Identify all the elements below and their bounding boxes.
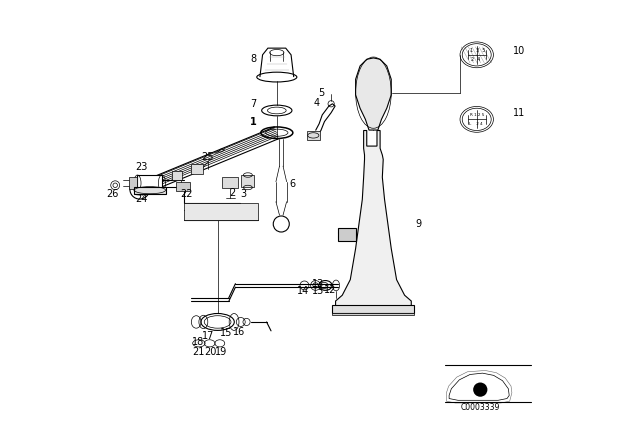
Text: 1: 1 (250, 116, 257, 127)
Text: 23: 23 (136, 162, 148, 172)
Text: 26: 26 (106, 189, 118, 199)
Text: 14: 14 (297, 286, 309, 296)
Bar (332, 306, 414, 313)
Bar (191, 164, 203, 173)
Text: 19: 19 (215, 347, 227, 357)
Text: 4: 4 (314, 98, 320, 108)
Text: R 1 2 5: R 1 2 5 (470, 113, 484, 117)
Bar (134, 187, 166, 194)
Text: 5: 5 (319, 88, 325, 98)
Text: 1  3  5: 1 3 5 (470, 48, 485, 53)
Bar (222, 177, 237, 188)
Text: L    2 4: L 2 4 (469, 122, 483, 126)
Text: 9: 9 (415, 219, 421, 229)
Polygon shape (184, 202, 258, 220)
Text: 20: 20 (204, 347, 217, 357)
Text: 10: 10 (513, 46, 525, 56)
Bar (338, 228, 356, 241)
Text: 7: 7 (250, 99, 257, 109)
Text: 18: 18 (192, 336, 204, 347)
Text: 8: 8 (250, 54, 256, 64)
Text: 2  4: 2 4 (471, 57, 481, 62)
Circle shape (473, 383, 488, 397)
Text: 6: 6 (289, 179, 295, 189)
Text: 21: 21 (193, 347, 205, 357)
Text: 17: 17 (202, 331, 214, 341)
Text: 25: 25 (201, 152, 214, 162)
Bar (332, 313, 414, 315)
Text: 12: 12 (324, 285, 336, 295)
Text: 24: 24 (136, 194, 148, 204)
Text: 11: 11 (513, 108, 525, 118)
Bar (129, 177, 138, 189)
Polygon shape (356, 58, 391, 130)
Polygon shape (449, 373, 509, 401)
Text: 22: 22 (180, 189, 193, 199)
Bar (176, 182, 191, 190)
Bar (138, 175, 162, 191)
Text: 3: 3 (241, 189, 246, 199)
Bar (172, 171, 182, 181)
Text: 15: 15 (220, 328, 233, 338)
Text: 2: 2 (229, 188, 236, 198)
Text: 13: 13 (312, 286, 324, 296)
Bar (307, 130, 320, 140)
Polygon shape (335, 130, 412, 306)
Text: 16: 16 (233, 327, 245, 337)
Text: C0003339: C0003339 (461, 403, 500, 412)
Text: 13: 13 (312, 279, 324, 289)
Bar (241, 175, 253, 188)
